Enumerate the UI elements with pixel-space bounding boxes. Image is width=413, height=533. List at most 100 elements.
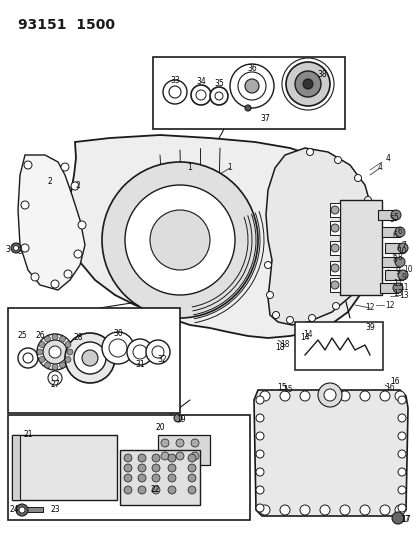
Circle shape [59, 336, 65, 342]
Circle shape [354, 174, 361, 182]
Text: 3: 3 [5, 246, 10, 254]
Circle shape [330, 264, 338, 272]
Circle shape [255, 432, 263, 440]
Circle shape [195, 90, 206, 100]
Circle shape [31, 273, 39, 281]
Bar [377, 210, 395, 220]
Circle shape [188, 474, 195, 482]
Circle shape [302, 79, 312, 89]
Circle shape [169, 86, 180, 98]
Bar [25, 507, 43, 512]
Text: 4: 4 [385, 154, 389, 163]
Text: 9: 9 [401, 273, 406, 282]
Circle shape [37, 334, 73, 370]
Polygon shape [18, 155, 85, 290]
Circle shape [49, 346, 61, 358]
Circle shape [78, 221, 86, 229]
Text: 15: 15 [282, 385, 292, 394]
Text: 11: 11 [398, 284, 408, 293]
Bar [153, 57, 344, 129]
Circle shape [21, 244, 29, 252]
Circle shape [21, 201, 29, 209]
Circle shape [152, 464, 159, 472]
Text: 18: 18 [275, 343, 284, 352]
Text: 30: 30 [113, 329, 123, 338]
Bar [329, 241, 339, 255]
Bar [329, 203, 339, 217]
Circle shape [39, 342, 45, 348]
Circle shape [255, 450, 263, 458]
Circle shape [379, 391, 389, 401]
Circle shape [255, 396, 263, 404]
Circle shape [379, 505, 389, 515]
Circle shape [392, 283, 402, 293]
Circle shape [19, 507, 25, 513]
Text: 1: 1 [187, 164, 192, 173]
Circle shape [397, 243, 407, 253]
Text: 17: 17 [400, 515, 410, 524]
Circle shape [397, 504, 405, 512]
Circle shape [44, 336, 50, 342]
Circle shape [394, 227, 404, 237]
Text: 2: 2 [76, 181, 80, 190]
Text: 5: 5 [389, 215, 394, 224]
Circle shape [390, 210, 400, 220]
Text: 13: 13 [392, 288, 402, 297]
Circle shape [64, 270, 72, 278]
Circle shape [339, 505, 349, 515]
Circle shape [102, 332, 134, 364]
Circle shape [317, 383, 341, 407]
Circle shape [65, 342, 71, 348]
Circle shape [299, 505, 309, 515]
Polygon shape [68, 135, 371, 338]
Text: 7: 7 [401, 241, 406, 251]
Circle shape [161, 452, 169, 460]
Circle shape [391, 512, 403, 524]
Text: 18: 18 [280, 341, 289, 350]
Circle shape [44, 362, 50, 368]
Bar [329, 221, 339, 235]
Circle shape [124, 464, 132, 472]
Circle shape [397, 396, 405, 404]
Circle shape [152, 474, 159, 482]
Text: 14: 14 [302, 330, 312, 340]
Circle shape [255, 468, 263, 476]
Circle shape [176, 452, 183, 460]
Circle shape [397, 486, 405, 494]
Circle shape [190, 85, 211, 105]
Text: 4: 4 [377, 164, 382, 173]
Circle shape [138, 454, 146, 462]
Circle shape [259, 391, 269, 401]
Bar [384, 243, 402, 253]
Text: 3: 3 [17, 247, 22, 256]
Circle shape [74, 342, 106, 374]
Text: 6: 6 [392, 230, 396, 239]
Circle shape [299, 391, 309, 401]
Text: 14: 14 [299, 334, 309, 343]
Text: 9: 9 [394, 268, 399, 277]
Bar [381, 257, 399, 267]
Circle shape [330, 281, 338, 289]
Text: 10: 10 [402, 265, 412, 274]
Circle shape [24, 161, 32, 169]
Text: 2: 2 [47, 177, 52, 187]
Circle shape [173, 414, 182, 422]
Circle shape [308, 314, 315, 321]
Circle shape [161, 439, 169, 447]
Circle shape [244, 79, 259, 93]
Bar [339, 200, 381, 295]
Text: 12: 12 [385, 301, 394, 310]
Text: 25: 25 [17, 332, 27, 341]
Circle shape [363, 197, 370, 204]
Circle shape [255, 504, 263, 512]
Circle shape [279, 505, 289, 515]
Circle shape [150, 210, 209, 270]
Circle shape [394, 505, 404, 515]
Circle shape [319, 505, 329, 515]
Circle shape [152, 454, 159, 462]
Circle shape [124, 486, 132, 494]
Text: 7: 7 [394, 244, 399, 253]
Circle shape [230, 64, 273, 108]
Text: 35: 35 [214, 78, 223, 87]
Text: 26: 26 [35, 332, 45, 341]
